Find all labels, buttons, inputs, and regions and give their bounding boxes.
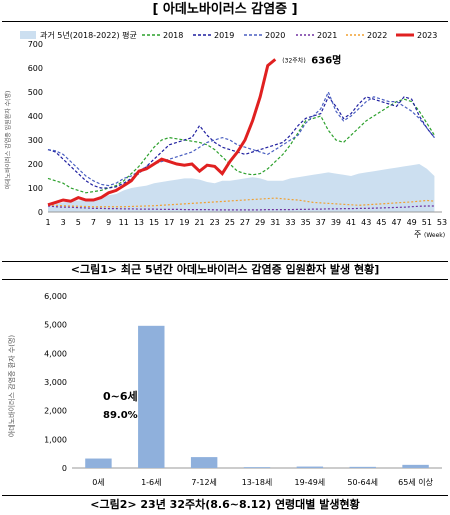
- chart1-y-axis-label: 아데노바이러스 감염증 입원환자 수(명): [4, 91, 12, 190]
- figure2-caption: <그림2> 23년 32주차(8.6~8.12) 연령대별 발생현황: [90, 498, 360, 511]
- chart1-x-tick-label: 29: [255, 218, 265, 227]
- chart1-x-tick-label: 11: [119, 218, 129, 227]
- bar-7-12세: [190, 457, 218, 468]
- chart1-x-tick-label: 45: [376, 218, 386, 227]
- chart2-x-tick-label: 65세 이상: [398, 477, 433, 487]
- chart1-x-tick-label: 17: [164, 218, 174, 227]
- chart1-x-axis-week: (Week): [424, 232, 445, 239]
- page-title: [ 아데노바이러스 감염증 ]: [152, 2, 298, 17]
- legend-label-2019: 2019: [214, 31, 234, 40]
- bar-13-18세: [243, 467, 271, 468]
- chart1-annotation-week: (32주차): [282, 56, 305, 64]
- chart1-x-tick-label: 5: [76, 218, 81, 227]
- chart1-y-tick-label: 400: [28, 112, 43, 121]
- figure1-caption: <그림1> 최근 5년간 아데노바이러스 감염증 입원환자 발생 현황]: [70, 263, 380, 276]
- chart1-x-tick-label: 35: [301, 218, 311, 227]
- age-bar-chart: 0 1,000 2,000 3,000 4,000 5,000 6,000 0세 1-6세 7-…: [7, 292, 442, 487]
- chart1-x-tick-label: 43: [361, 218, 371, 227]
- chart2-y-axis-label: 아데노바이러스 감염증 환자 수(명): [7, 335, 16, 438]
- chart2-x-tick-label: 1-6세: [141, 478, 161, 487]
- chart1-x-axis-unit: 주: [414, 230, 421, 239]
- bar-0세: [85, 458, 112, 468]
- chart1-x-tick-label: 53: [437, 218, 447, 227]
- chart2-x-tick-label: 13-18세: [242, 478, 273, 487]
- chart1-x-tick-label: 51: [422, 218, 432, 227]
- chart1-x-tick-label: 27: [240, 218, 250, 227]
- legend-swatch-area: [20, 31, 36, 39]
- chart1-x-tick-label: 15: [149, 218, 159, 227]
- chart2-x-tick-label: 0세: [92, 478, 104, 487]
- chart1-y-tick-label: 300: [28, 136, 43, 145]
- chart2-y-tick-label: 5,000: [44, 321, 67, 330]
- chart1-y-tick-label: 500: [28, 88, 43, 97]
- chart2-y-tick-label: 3,000: [44, 378, 67, 387]
- legend-label-2018: 2018: [163, 31, 183, 40]
- series-line-2023: [47, 58, 277, 207]
- series-line-2019: [47, 95, 435, 189]
- bar-19-49세: [296, 466, 324, 468]
- chart2-x-tick-label: 50-64세: [347, 478, 378, 487]
- chart2-x-tick-label: 7-12세: [191, 478, 217, 487]
- chart1-x-tick-label: 23: [210, 218, 220, 227]
- legend-label-2023: 2023: [417, 31, 437, 40]
- legend-label-2021: 2021: [317, 31, 337, 40]
- series-area-5yr-average: [48, 164, 435, 212]
- chart1-annotation-value: 636명: [311, 53, 341, 66]
- chart2-y-tick-label: 2,000: [44, 407, 67, 416]
- chart1-x-tick-label: 49: [407, 218, 417, 227]
- chart1-x-tick-label: 21: [194, 218, 204, 227]
- chart2-annotation-percent: 89.0%: [103, 410, 138, 421]
- chart1-x-tick-label: 37: [316, 218, 326, 227]
- legend-label-2020: 2020: [265, 31, 285, 40]
- chart1-y-tick-label: 700: [28, 40, 43, 49]
- chart2-y-tick-label: 1,000: [44, 435, 67, 444]
- bar-1-6세: [138, 325, 165, 468]
- caption1-bottom-divider: [2, 279, 448, 280]
- chart1-x-tick-label: 9: [106, 218, 111, 227]
- chart1-x-tick-label: 41: [346, 218, 356, 227]
- chart1-x-tick-label: 47: [391, 218, 401, 227]
- caption2-top-divider: [2, 495, 448, 496]
- chart1-x-tick-label: 3: [61, 218, 66, 227]
- legend-label-2022: 2022: [367, 31, 387, 40]
- chart1-x-tick-label: 25: [225, 218, 235, 227]
- chart1-y-tick-label: 0: [38, 208, 43, 217]
- series-line-2022: [47, 197, 435, 208]
- caption1-top-divider: [2, 261, 448, 262]
- chart2-y-tick-label: 6,000: [44, 292, 67, 301]
- series-line-2021: [47, 205, 435, 211]
- chart1-y-tick-label: 100: [28, 184, 43, 193]
- chart1-x-tick-label: 13: [134, 218, 144, 227]
- chart1-x-tick-label: 31: [270, 218, 280, 227]
- chart1-x-tick-label: 7: [91, 218, 96, 227]
- chart1-x-tick-label: 39: [331, 218, 341, 227]
- bar-50-64세: [349, 466, 376, 468]
- legend-label-area: 과거 5년(2018-2022) 평균: [40, 30, 137, 40]
- chart2-annotation-age: 0~6세: [103, 389, 138, 403]
- chart1-y-tick-label: 200: [28, 160, 43, 169]
- chart1-y-tick-label: 600: [28, 64, 43, 73]
- chart2-y-tick-label: 0: [62, 464, 67, 473]
- title-divider: [2, 21, 448, 22]
- chart1-x-tick-label: 33: [285, 218, 295, 227]
- chart2-x-tick-label: 19-49세: [295, 478, 326, 487]
- chart2-y-tick-label: 4,000: [44, 349, 67, 358]
- chart1-x-tick-label: 19: [179, 218, 189, 227]
- bar-65세 이상: [402, 464, 429, 468]
- series-line-2018: [47, 98, 435, 194]
- chart1-x-tick-label: 1: [45, 218, 50, 227]
